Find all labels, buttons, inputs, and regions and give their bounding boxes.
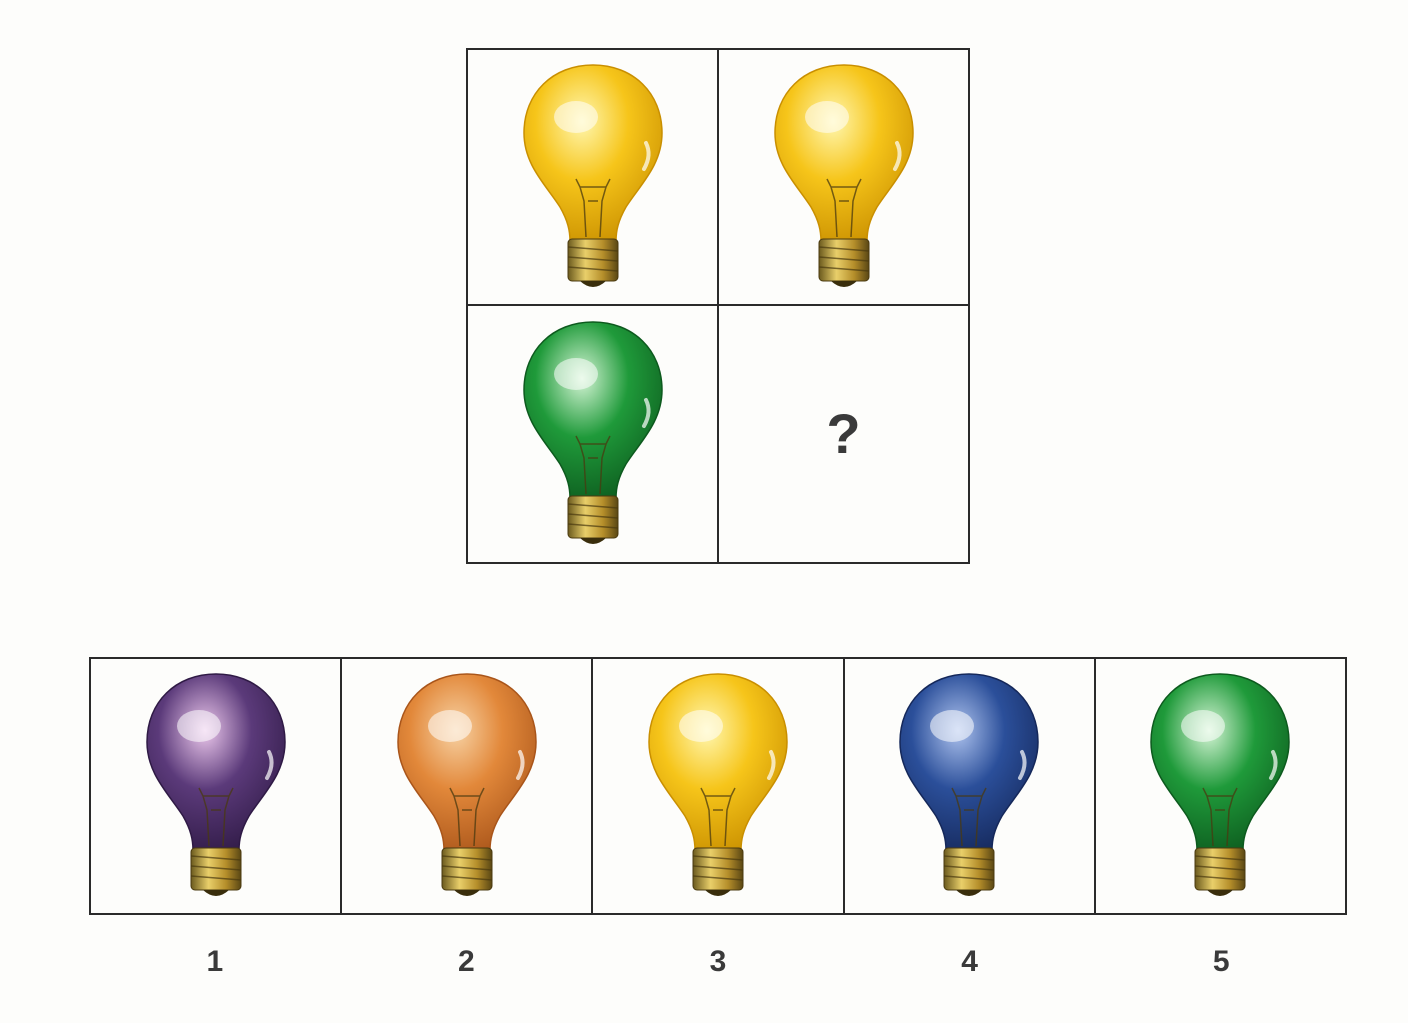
light-bulb-icon [773,64,914,287]
light-bulb-icon [1150,673,1291,896]
option-5[interactable] [1096,659,1345,913]
option-label-4: 4 [961,945,978,978]
matrix-cell-3 [468,306,719,562]
answer-options [89,657,1347,915]
light-bulb-icon [522,321,663,544]
option-1[interactable] [91,659,343,913]
option-3[interactable] [593,659,845,913]
light-bulb-icon [899,673,1039,896]
option-4[interactable] [845,659,1096,913]
light-bulb-icon [648,673,788,896]
matrix-cell-missing[interactable]: ? [719,306,968,562]
option-label-1: 1 [206,945,224,978]
question-mark: ? [826,402,861,465]
puzzle-matrix: ? [466,48,970,564]
option-label-3: 3 [709,945,727,978]
light-bulb-icon [397,673,537,896]
option-labels: 1 2 3 4 5 [89,945,1347,979]
option-2[interactable] [342,659,594,913]
matrix-cell-2 [719,50,968,306]
light-bulb-icon [522,64,663,287]
matrix-cell-1 [468,50,719,306]
option-label-5: 5 [1212,945,1230,978]
light-bulb-icon [145,673,286,896]
option-label-2: 2 [458,945,475,978]
